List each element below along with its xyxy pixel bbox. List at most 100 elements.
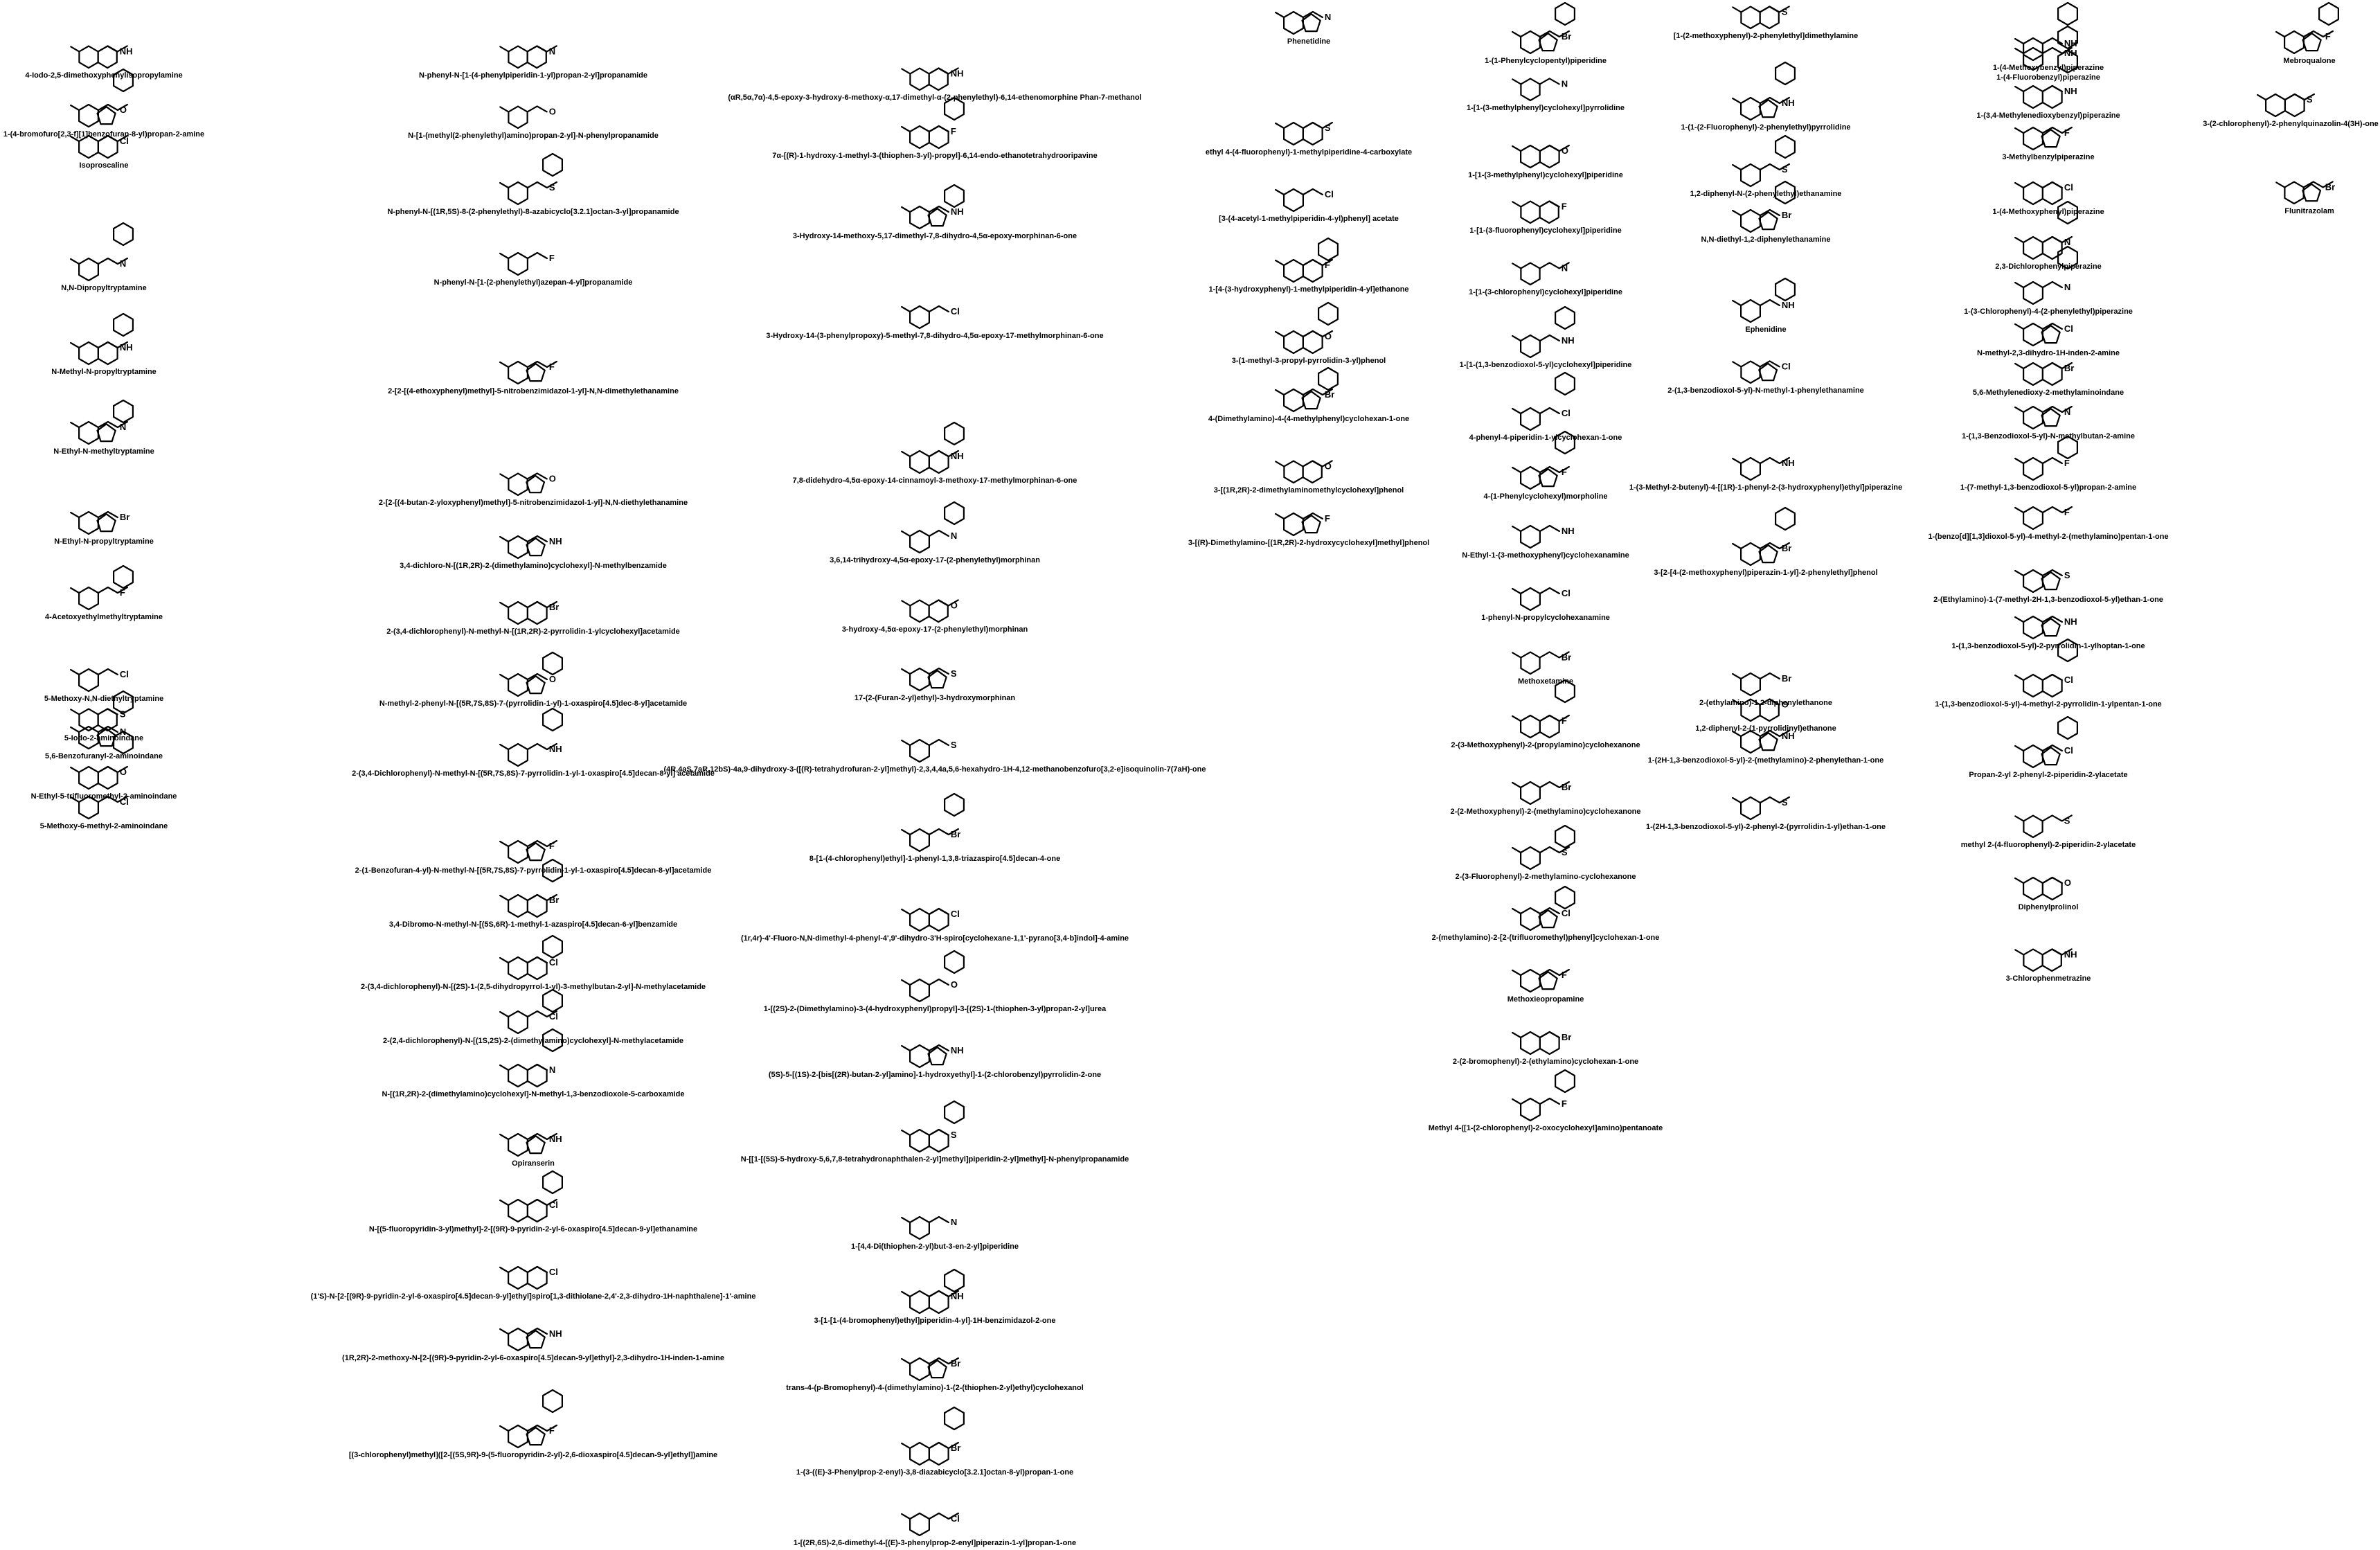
- bond-path: [526, 1330, 546, 1349]
- structure-drawing: NH: [901, 184, 965, 230]
- compound-entry: S 1-(2H-1,3-benzodioxol-5-yl)-2-phenyl-2-…: [1646, 785, 1886, 832]
- bond-path: [1759, 360, 1780, 368]
- compound-name: 2-(2,4-dichlorophenyl)-N-[(1S,2S)-2-(dim…: [383, 1037, 683, 1045]
- bond-path: [526, 600, 557, 609]
- bond-path: [1555, 430, 1575, 455]
- bond-path: [1512, 30, 1522, 38]
- compound-name: 5-Methoxy-N,N-diethyltryptamine: [44, 695, 164, 703]
- structure-drawing: F: [70, 564, 134, 611]
- bond-path: [928, 1044, 949, 1052]
- compound-entry: F 2-[2-[(4-ethoxyphenyl)methyl]-5-nitrobe…: [388, 344, 679, 396]
- bond-path: [2275, 30, 2286, 38]
- bond-path: [526, 1327, 548, 1335]
- compound-name: 7,8-didehydro-4,5α-epoxy-14-cinnamoyl-3-…: [792, 476, 1077, 485]
- structure-drawing: Cl: [2014, 322, 2073, 347]
- bond-path: [901, 450, 911, 458]
- compound-entry: F Methyl 4-([1-(2-chlorophenyl)-2-oxocycl…: [1429, 1067, 1663, 1133]
- bond-path: [1302, 188, 1323, 196]
- compound-name: 1-(2H-1,3-benzodioxol-5-yl)-2-(methylami…: [1647, 756, 1884, 765]
- bond-path: [2014, 85, 2025, 93]
- compound-entry: Cl (1'S)-N-[2-[(9R)-9-pyridin-2-yl-6-oxas…: [311, 1249, 756, 1301]
- compound-entry: F N-phenyl-N-[1-(2-phenylethyl)azepan-4-y…: [434, 235, 633, 287]
- atom-label: Br: [951, 829, 960, 839]
- bond-path: [2023, 615, 2043, 640]
- bond-path: [928, 205, 949, 213]
- structure-drawing: NH: [901, 1044, 964, 1069]
- bond-path: [928, 1215, 949, 1224]
- bond-path: [499, 46, 510, 53]
- compound-name: 3,4-dichloro-N-[(1R,2R)-2-(dimethylamino…: [400, 562, 667, 570]
- atom-label: Br: [1782, 543, 1791, 553]
- atom-label: N: [549, 46, 555, 56]
- bond-path: [499, 1010, 510, 1018]
- compound-name: 1-[4-(3-hydroxyphenyl)-1-methylpiperidin…: [1208, 285, 1409, 294]
- compound-entry: Cl 1-[(2R,6S)-2,6-dimethyl-4-[(E)-3-pheny…: [794, 1496, 1076, 1548]
- compound-entry: S 5-Iodo-2-aminoindane: [62, 702, 145, 743]
- atom-label: Br: [549, 895, 559, 905]
- bond-path: [2023, 280, 2043, 305]
- compound-entry: F 3-Methylbenzylpiperazine: [2002, 116, 2095, 162]
- bond-path: [1275, 330, 1285, 338]
- bond-path: [1539, 144, 1570, 152]
- bond-path: [901, 739, 911, 747]
- bond-path: [1775, 180, 1796, 205]
- compound-name: 1-[1-(3-chlorophenyl)cyclohexyl]piperidi…: [1469, 288, 1622, 296]
- bond-path: [113, 222, 134, 247]
- bond-path: [113, 730, 134, 755]
- bond-path: [2023, 84, 2043, 109]
- atom-label: F: [120, 587, 125, 598]
- compound-name: N-methyl-2-phenyl-N-[(5R,7S,8S)-7-(pyrro…: [379, 700, 688, 708]
- bond-path: [1301, 391, 1321, 410]
- compound-entry: O N-Ethyl-5-trifluoromethyl-2-aminoindane: [31, 729, 177, 801]
- compound-entry: S N-[[1-[(5S)-5-hydroxy-5,6,7,8-tetrahydr…: [741, 1098, 1129, 1164]
- bond-path: [1520, 30, 1541, 55]
- bond-path: [944, 1406, 965, 1431]
- compound-entry: F 4-(1-Phenylcyclohexyl)morpholine: [1483, 429, 1608, 501]
- structure-drawing: Br: [2014, 362, 2074, 386]
- structure-drawing: Cl: [1732, 360, 1791, 384]
- compound-entry: Br N,N-diethyl-1,2-diphenylethanamine: [1701, 179, 1831, 244]
- bond-path: [1275, 122, 1285, 130]
- bond-path: [526, 181, 557, 189]
- atom-label: NH: [2064, 38, 2077, 48]
- bond-path: [1520, 907, 1541, 932]
- bond-path: [526, 1063, 548, 1071]
- structure-drawing: NH: [1732, 729, 1795, 754]
- compound-entry: S 2-(Ethylamino)-1-(7-methyl-2H-1,3-benzo…: [1933, 558, 2163, 605]
- compound-entry: Cl N-[(5-fluoropyridin-3-yl)methyl]-2-[(9…: [369, 1168, 697, 1234]
- bond-path: [1512, 262, 1522, 269]
- atom-label: N: [2064, 282, 2070, 292]
- structure-drawing: Br: [1512, 781, 1571, 805]
- bond-path: [2041, 362, 2073, 370]
- atom-label: Cl: [1562, 408, 1571, 418]
- bond-path: [2257, 93, 2267, 101]
- atom-label: NH: [951, 1045, 964, 1055]
- compound-name: 1-(1-Phenylcyclopentyl)piperidine: [1484, 57, 1607, 65]
- bond-path: [2057, 200, 2078, 225]
- compound-entry: NH Ephenidine: [1724, 276, 1807, 335]
- bond-path: [1740, 360, 1761, 384]
- bond-path: [1740, 96, 1761, 121]
- compound-name: 4-phenyl-4-piperidin-1-ylcyclohexan-1-on…: [1469, 434, 1622, 442]
- atom-label: O: [549, 106, 556, 116]
- atom-label: F: [549, 253, 555, 263]
- bond-path: [1275, 513, 1285, 520]
- structure-drawing: S: [1512, 824, 1575, 871]
- bond-path: [944, 421, 965, 446]
- bond-path: [2014, 569, 2025, 577]
- bond-path: [927, 670, 947, 689]
- atom-label: F: [2064, 127, 2070, 138]
- compound-name: 3-[1-[1-(4-bromophenyl)ethyl]piperidin-4…: [814, 1317, 1056, 1325]
- bond-path: [901, 908, 911, 916]
- atom-label: NH: [2064, 86, 2077, 96]
- atom-label: F: [951, 126, 956, 136]
- bond-path: [2302, 30, 2334, 38]
- bond-path: [2014, 457, 2025, 465]
- bond-path: [499, 1266, 510, 1274]
- bond-path: [1512, 652, 1522, 659]
- atom-label: F: [1562, 715, 1567, 726]
- bond-path: [70, 258, 80, 265]
- compound-name: 2-(2-Methoxyphenyl)-2-(methylamino)cyclo…: [1450, 808, 1641, 816]
